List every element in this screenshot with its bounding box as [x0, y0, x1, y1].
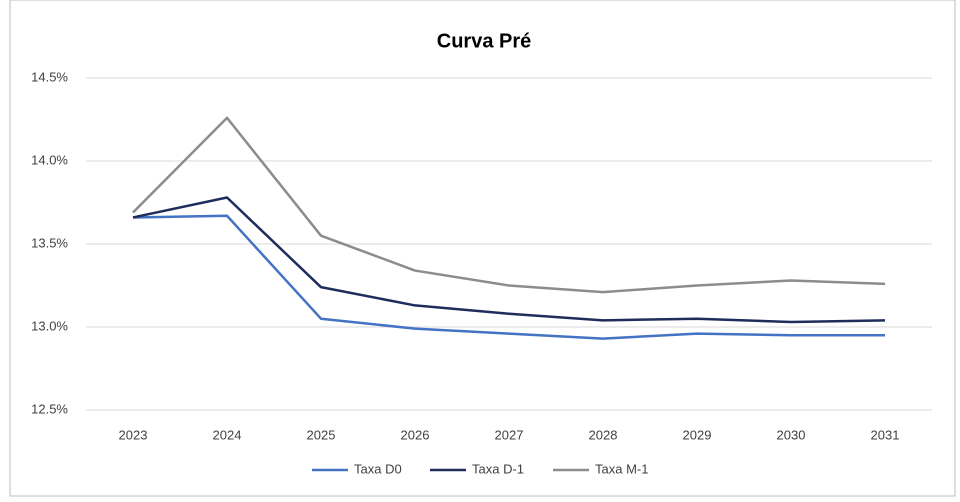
- x-tick-label: 2024: [213, 427, 242, 442]
- chart-frame: [9, 0, 956, 497]
- x-tick-label: 2026: [401, 427, 430, 442]
- y-tick-label: 14.0%: [31, 152, 68, 167]
- series-line: [132, 116, 886, 294]
- legend-label: Taxa D0: [354, 461, 402, 476]
- x-tick-label: 2031: [871, 427, 900, 442]
- series-line: [132, 196, 886, 324]
- legend-label: Taxa M-1: [595, 461, 648, 476]
- x-tick-label: 2028: [589, 427, 618, 442]
- chart-title: Curva Pré: [437, 30, 532, 52]
- legend-label: Taxa D-1: [472, 461, 524, 476]
- y-tick-label: 12.5%: [31, 401, 68, 416]
- series-line: [132, 214, 885, 340]
- y-tick-label: 13.0%: [31, 318, 68, 333]
- x-tick-label: 2027: [495, 427, 524, 442]
- x-tick-label: 2023: [119, 427, 148, 442]
- x-tick-label: 2030: [777, 427, 806, 442]
- y-tick-label: 14.5%: [31, 69, 68, 84]
- x-tick-label: 2029: [683, 427, 712, 442]
- y-tick-label: 13.5%: [31, 235, 68, 250]
- x-tick-label: 2025: [307, 427, 336, 442]
